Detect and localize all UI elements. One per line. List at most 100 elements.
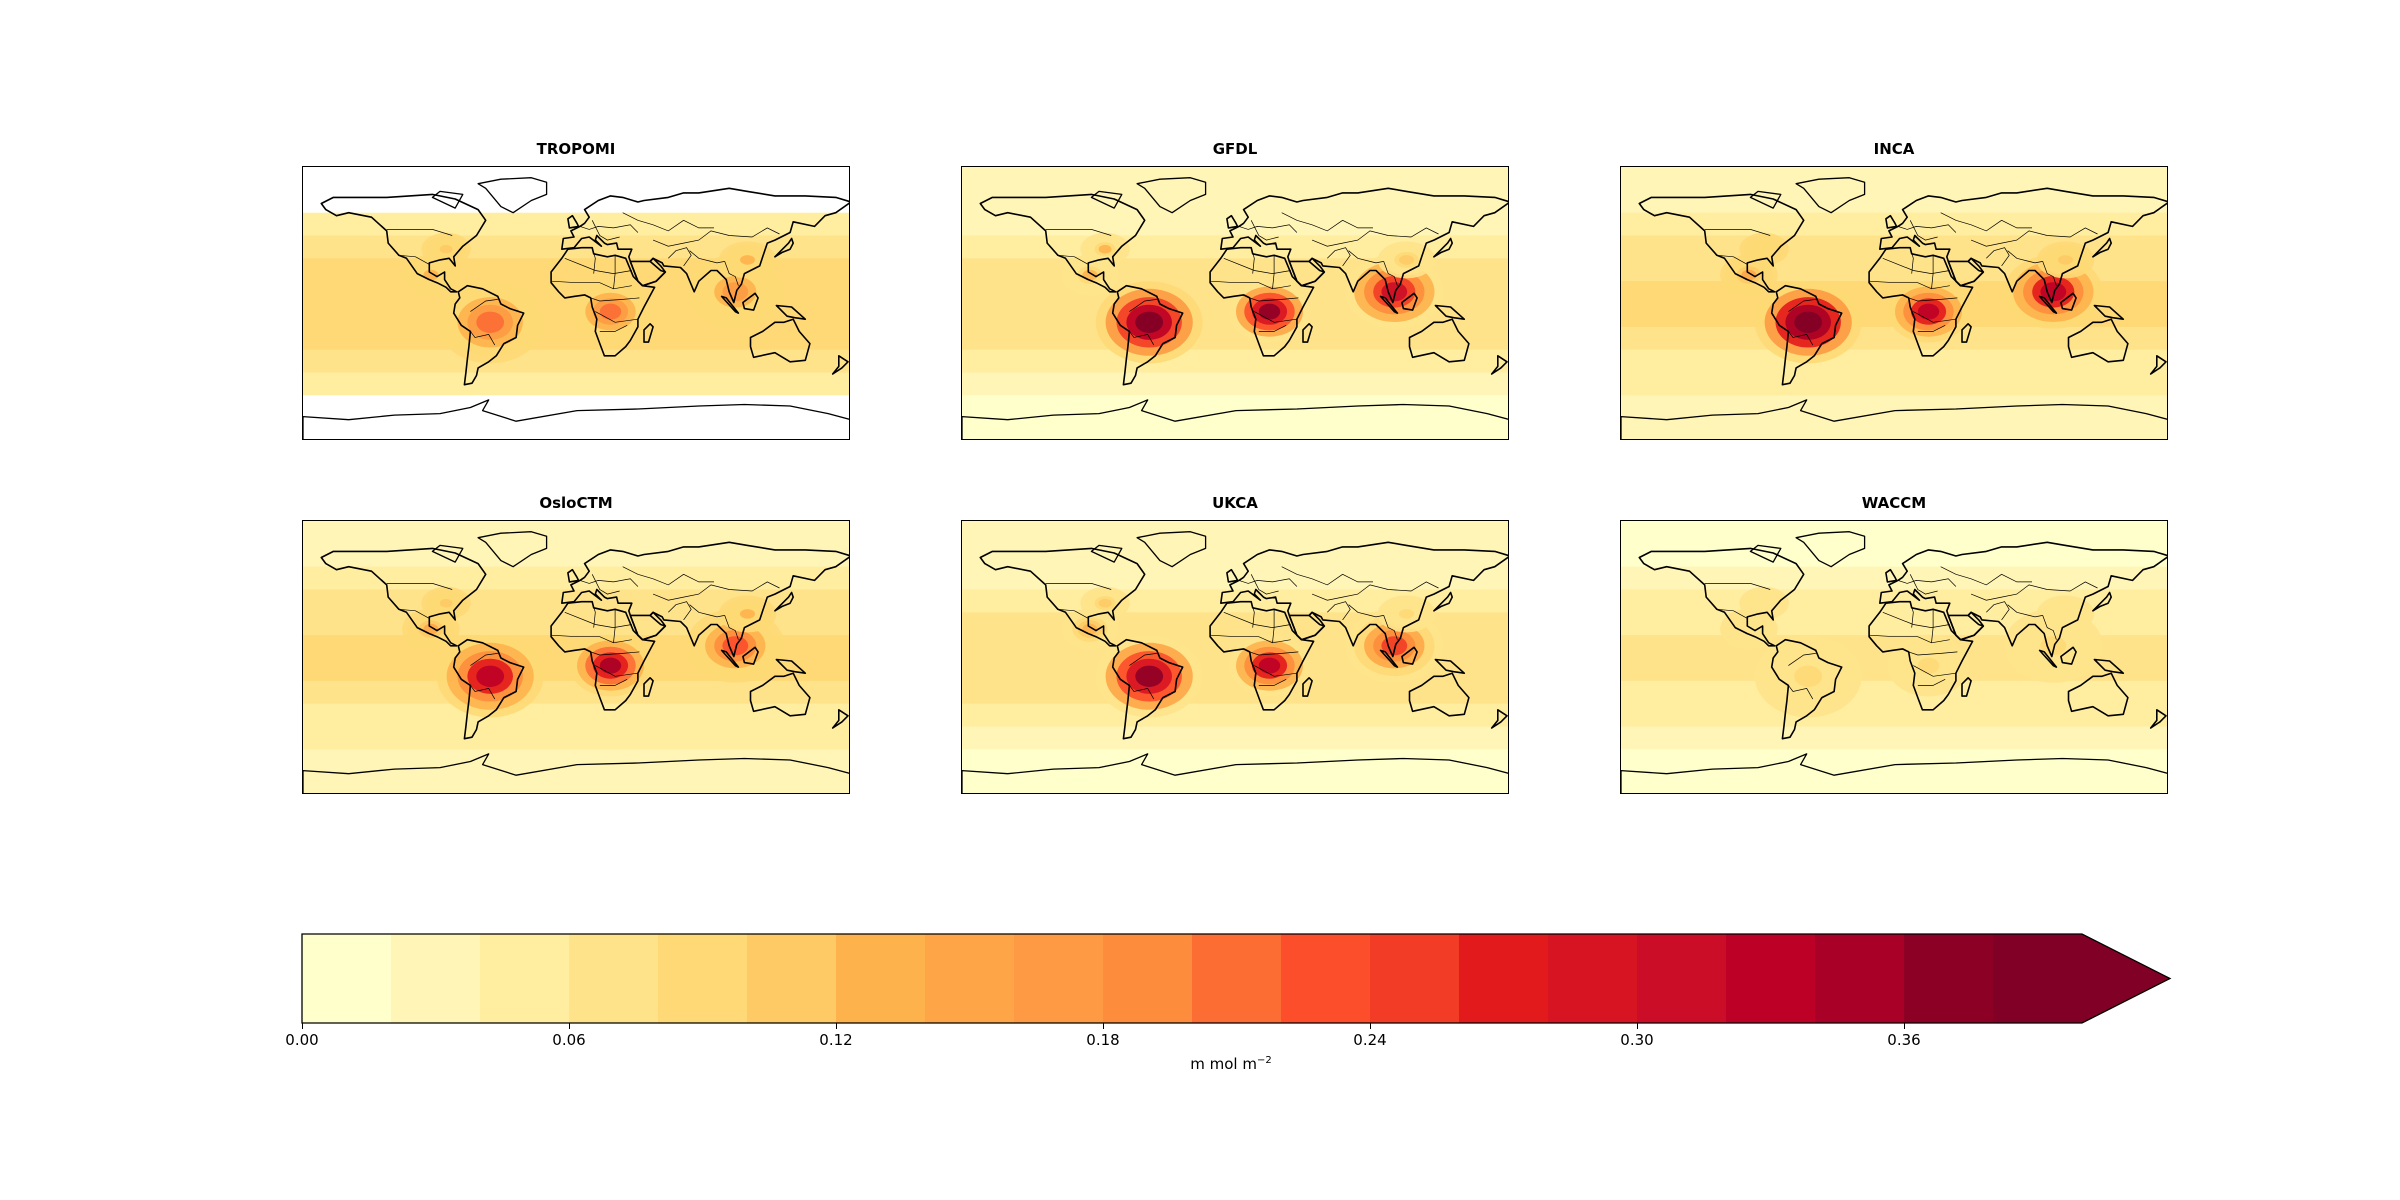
- country-border: [1908, 651, 1958, 656]
- coastline-baffin: [1749, 544, 1782, 563]
- coastline-borneo: [1401, 292, 1418, 311]
- country-border: [1970, 581, 2098, 601]
- country-border: [1716, 608, 1748, 619]
- country-border: [1258, 324, 1287, 332]
- map-panel-ukca: UKCA: [961, 494, 1509, 794]
- colorbar-bin: [1726, 934, 1816, 1023]
- country-border: [386, 583, 453, 590]
- country-border: [1249, 297, 1299, 302]
- unit-base: m mol m: [1190, 1055, 1257, 1073]
- colorbar-tick-mark: [1102, 1023, 1104, 1029]
- coastline-new-guinea: [775, 304, 807, 320]
- coastline-australia: [749, 672, 811, 717]
- colorbar-tick-label: 0.18: [1086, 1031, 1120, 1049]
- field-band: [962, 349, 1508, 373]
- country-border: [1223, 257, 1291, 274]
- country-border: [1986, 601, 2010, 621]
- country-border: [652, 227, 780, 247]
- coastline-arabia: [1288, 611, 1326, 641]
- country-border: [1348, 250, 1384, 264]
- coastline-borneo: [742, 646, 759, 665]
- coastline-eurasia: [1878, 187, 2167, 304]
- coastline-new-zealand: [2149, 355, 2167, 375]
- country-border: [1250, 601, 1255, 628]
- coastline-antarctica: [1621, 399, 2167, 439]
- colorbar-unit-label: m mol m−2: [1190, 1055, 1271, 1073]
- map-panel-osloctm: OsloCTM: [302, 494, 850, 794]
- coastline-borneo: [2060, 292, 2077, 311]
- country-border: [579, 224, 639, 233]
- coastline-new-zealand: [2149, 709, 2167, 729]
- coastline-greenland: [1136, 531, 1207, 568]
- field-band: [303, 680, 849, 705]
- hotspot-amazon: [1135, 665, 1164, 687]
- hotspot-southeast-asia: [1381, 636, 1408, 656]
- coastline-baffin: [431, 190, 464, 209]
- coastline-arabia: [629, 611, 667, 641]
- colorbar-bin: [836, 934, 926, 1023]
- coastline-japan: [2092, 237, 2113, 258]
- country-border: [724, 615, 739, 640]
- field-band: [303, 372, 849, 396]
- coastline-baffin: [1090, 190, 1123, 209]
- country-border: [622, 212, 714, 232]
- country-border: [564, 611, 632, 628]
- coastline-uk: [1226, 568, 1239, 583]
- coastline-madagascar: [1302, 677, 1313, 697]
- country-border: [1940, 212, 2032, 232]
- country-border: [1940, 566, 2032, 586]
- hotspot-east-asia: [1399, 255, 1414, 265]
- field-band: [962, 566, 1508, 590]
- unit-exponent: −2: [1256, 1055, 1272, 1066]
- field-band: [1621, 395, 2167, 439]
- coastline-japan: [1433, 237, 1454, 258]
- colorbar-bin: [1904, 934, 1994, 1023]
- country-border: [579, 578, 639, 587]
- coastline-south-america: [1770, 638, 1843, 740]
- country-border: [1250, 574, 1279, 595]
- country-border: [564, 257, 632, 274]
- country-border: [1882, 257, 1950, 274]
- coastline-sumatra: [720, 649, 740, 668]
- field-band: [962, 703, 1508, 727]
- field-band: [962, 167, 1508, 214]
- colorbar-bin: [747, 934, 837, 1023]
- coastline-antarctica: [303, 399, 849, 439]
- colorbar-bin: [1014, 934, 1104, 1023]
- hotspot-east-asia: [740, 255, 755, 265]
- colorbar-bin: [569, 934, 659, 1023]
- coastline-australia: [2067, 318, 2129, 363]
- coastline-uk: [1885, 568, 1898, 583]
- coastline-antarctica: [303, 753, 849, 793]
- country-border: [590, 297, 640, 302]
- country-border: [1913, 665, 1956, 677]
- country-border: [668, 247, 692, 267]
- country-border: [1348, 604, 1384, 618]
- country-border: [1931, 255, 1934, 289]
- field-band: [1621, 566, 2167, 590]
- country-border: [689, 604, 725, 618]
- hotspot-amazon: [476, 665, 505, 687]
- coastline-north-america: [320, 193, 487, 293]
- hotspot-mexico: [423, 269, 439, 281]
- coastline-north-america: [1638, 547, 1805, 647]
- hotspot-amazon: [1135, 311, 1164, 333]
- field-band: [1621, 212, 2167, 236]
- map-frame: [302, 166, 850, 440]
- coastline-greenland: [1795, 177, 1866, 214]
- field-band: [962, 372, 1508, 396]
- country-border: [595, 311, 638, 323]
- hotspot-eastern-us: [439, 598, 453, 608]
- country-border: [398, 254, 430, 265]
- country-border: [2042, 615, 2057, 640]
- hotspot-mexico: [1741, 269, 1757, 281]
- panel-title: TROPOMI: [536, 140, 616, 158]
- field-band: [1621, 680, 2167, 705]
- coastline-south-america: [452, 284, 525, 386]
- coastline-new-zealand: [1490, 355, 1508, 375]
- country-border: [1986, 247, 2010, 267]
- country-border: [1704, 229, 1771, 236]
- country-border: [1223, 611, 1291, 628]
- panel-title: INCA: [1873, 140, 1915, 158]
- country-border: [1931, 609, 1934, 643]
